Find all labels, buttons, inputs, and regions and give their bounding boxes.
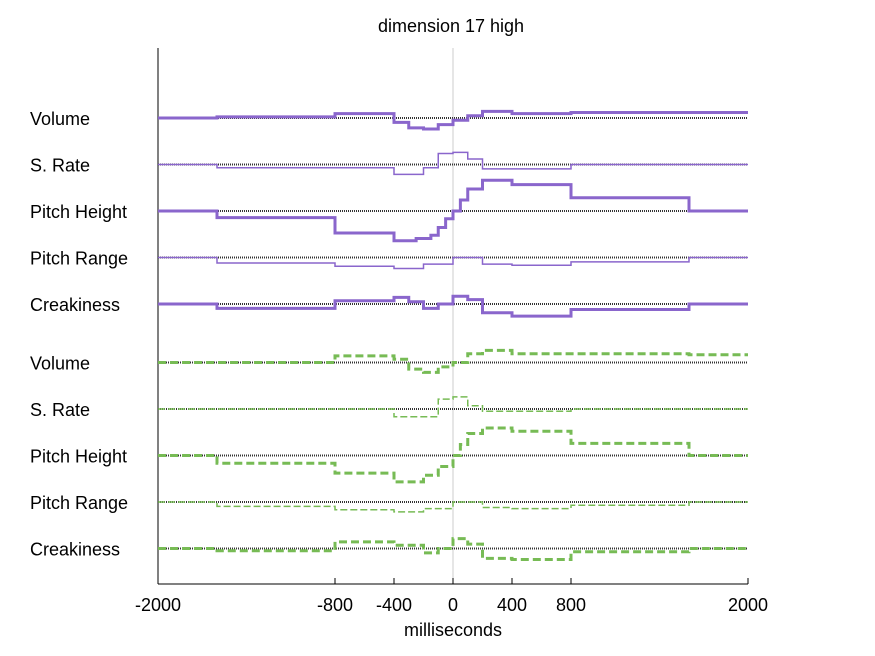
series-line	[158, 256, 748, 270]
series-row-creakiness-green: Creakiness	[30, 537, 748, 561]
series-row-pitch-height-purple: Pitch Height	[30, 178, 748, 243]
series-line	[158, 501, 748, 513]
row-label: Pitch Range	[30, 493, 128, 513]
series-row-pitch-range-green: Pitch Range	[30, 493, 748, 513]
row-label: S. Rate	[30, 156, 90, 176]
series-line	[158, 537, 748, 561]
series-line	[158, 294, 748, 318]
series-row-creakiness-purple: Creakiness	[30, 294, 748, 318]
series-line	[158, 348, 748, 374]
series-line	[158, 109, 748, 131]
x-axis-label: milliseconds	[404, 620, 502, 640]
series-row-volume-purple: Volume	[30, 109, 748, 131]
series-row-pitch-range-purple: Pitch Range	[30, 249, 748, 270]
row-label: Pitch Range	[30, 249, 128, 269]
series-line	[158, 178, 748, 243]
row-label: S. Rate	[30, 400, 90, 420]
chart-title: dimension 17 high	[378, 16, 524, 36]
x-tick-label: 0	[448, 595, 458, 615]
row-label: Pitch Height	[30, 202, 127, 222]
series-row-s-rate-green: S. Rate	[30, 396, 748, 420]
row-label: Volume	[30, 109, 90, 129]
series-line	[158, 151, 748, 176]
series-rows: Volume S. Rate Pitch Height Pitch Range Crea…	[30, 109, 748, 561]
x-tick-label: -2000	[135, 595, 181, 615]
row-label: Creakiness	[30, 295, 120, 315]
series-row-pitch-height-green: Pitch Height	[30, 426, 748, 484]
x-tick-label: 2000	[728, 595, 768, 615]
x-axis-ticks: -2000 -800 -400 0 400 800 2000	[135, 578, 768, 615]
row-label: Volume	[30, 354, 90, 374]
row-label: Pitch Height	[30, 447, 127, 467]
series-row-s-rate-purple: S. Rate	[30, 151, 748, 176]
row-label: Creakiness	[30, 540, 120, 560]
x-tick-label: -800	[317, 595, 353, 615]
x-tick-label: -400	[376, 595, 412, 615]
series-row-volume-green: Volume	[30, 348, 748, 374]
x-tick-label: 400	[497, 595, 527, 615]
x-tick-label: 800	[556, 595, 586, 615]
series-line	[158, 396, 748, 418]
series-line	[158, 426, 748, 484]
